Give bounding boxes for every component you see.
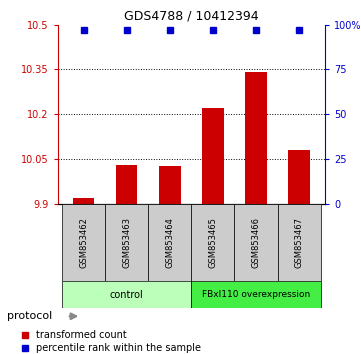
Bar xyxy=(73,198,94,204)
Bar xyxy=(148,204,191,281)
Text: protocol: protocol xyxy=(7,311,52,321)
Text: GSM853464: GSM853464 xyxy=(165,217,174,268)
Title: GDS4788 / 10412394: GDS4788 / 10412394 xyxy=(124,9,258,22)
Text: GSM853466: GSM853466 xyxy=(252,217,260,268)
Text: GSM853462: GSM853462 xyxy=(79,217,88,268)
Bar xyxy=(191,204,234,281)
Text: percentile rank within the sample: percentile rank within the sample xyxy=(36,343,201,354)
Bar xyxy=(62,281,191,308)
Bar xyxy=(62,204,105,281)
Text: FBxl110 overexpression: FBxl110 overexpression xyxy=(202,290,310,299)
Bar xyxy=(202,108,224,204)
Text: control: control xyxy=(110,290,144,300)
Bar xyxy=(105,204,148,281)
Bar xyxy=(245,73,267,204)
Text: GSM853463: GSM853463 xyxy=(122,217,131,268)
Bar xyxy=(159,166,180,204)
Bar xyxy=(191,281,321,308)
Text: transformed count: transformed count xyxy=(36,330,127,340)
Bar xyxy=(278,204,321,281)
Text: GSM853465: GSM853465 xyxy=(208,217,217,268)
Bar xyxy=(288,150,310,204)
Bar xyxy=(234,204,278,281)
Bar xyxy=(116,165,138,204)
Text: GSM853467: GSM853467 xyxy=(295,217,304,268)
